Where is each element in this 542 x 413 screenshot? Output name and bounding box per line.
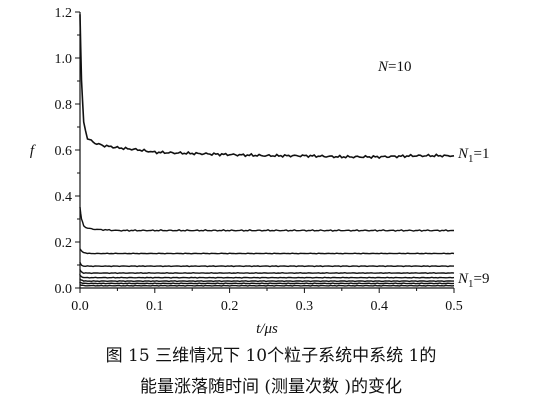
figure-caption-line-2: 能量涨落随时间 (测量次数 )的变化 <box>139 377 403 397</box>
x-tick-label: 0.1 <box>146 299 164 314</box>
x-tick-label: 0.0 <box>71 299 89 314</box>
axes <box>75 11 455 293</box>
series-line-2 <box>79 207 454 232</box>
series-line-4 <box>79 262 454 268</box>
series-line-8 <box>79 281 455 285</box>
y-tick-label: 0.6 <box>55 144 73 159</box>
x-tick-label: 0.5 <box>445 299 463 314</box>
series-line-3 <box>79 248 455 255</box>
chart: 0.0 0.1 0.2 0.3 0.4 0.5 0.0 0.2 0.4 0.6 0.8 1.0 1.2 t… <box>30 6 490 337</box>
y-tick-label: 0.8 <box>55 98 73 113</box>
series-line-9 <box>79 284 455 287</box>
y-tick-label: 0.0 <box>55 282 73 297</box>
x-axis-label: t/μs <box>256 321 278 337</box>
figure-caption-line-1: 图 15 三维情况下 10个粒子系统中系统 1的 <box>105 346 437 366</box>
y-tick-label: 1.2 <box>55 6 73 21</box>
series-layer <box>79 14 455 287</box>
annotation-n1-1: N1=1 <box>457 146 489 165</box>
series-line-5 <box>79 269 455 275</box>
x-tick-label: 0.3 <box>296 299 314 314</box>
x-tick-label: 0.2 <box>221 299 239 314</box>
y-tick-label: 0.2 <box>55 236 73 251</box>
series-line-7 <box>79 278 454 283</box>
y-tick-label: 0.4 <box>55 190 73 205</box>
labels: 0.0 0.1 0.2 0.3 0.4 0.5 0.0 0.2 0.4 0.6 0.8 1.0 1.2 t… <box>30 6 490 337</box>
annotation-n1-9: N1=9 <box>457 271 489 290</box>
y-tick-label: 1.0 <box>55 52 73 67</box>
annotation-n-total: N=10 <box>377 59 411 75</box>
series-line-6 <box>79 273 455 279</box>
y-axis-label: f <box>30 143 36 159</box>
x-tick-label: 0.4 <box>370 299 388 314</box>
series-line-1 <box>79 14 455 160</box>
